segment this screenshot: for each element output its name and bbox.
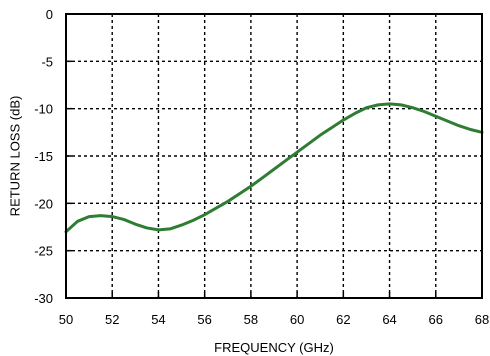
x-tick-label: 62 — [336, 312, 350, 327]
y-tick-label: -15 — [34, 149, 53, 164]
x-tick-label: 54 — [151, 312, 165, 327]
x-tick-label: 52 — [105, 312, 119, 327]
y-tick-label: -5 — [41, 54, 53, 69]
ticks — [65, 13, 483, 299]
y-tick-label: -10 — [34, 102, 53, 117]
x-tick-labels: 50 52 54 56 58 60 62 64 66 68 — [59, 312, 489, 327]
x-tick-label: 58 — [244, 312, 258, 327]
y-tick-label: -20 — [34, 196, 53, 211]
x-tick-label: 60 — [290, 312, 304, 327]
grid — [66, 14, 482, 298]
y-tick-label: -30 — [34, 291, 53, 306]
x-tick-label: 56 — [197, 312, 211, 327]
x-tick-label: 66 — [429, 312, 443, 327]
y-tick-label: -25 — [34, 244, 53, 259]
x-axis-title: FREQUENCY (GHz) — [214, 340, 334, 355]
x-tick-label: 64 — [382, 312, 396, 327]
y-tick-label: 0 — [46, 7, 53, 22]
y-tick-labels: 0 -5 -10 -15 -20 -25 -30 — [34, 7, 53, 306]
return-loss-curve — [64, 102, 484, 234]
x-tick-label: 50 — [59, 312, 73, 327]
x-tick-label: 68 — [475, 312, 489, 327]
series-layer — [64, 102, 484, 234]
y-axis-title: RETURN LOSS (dB) — [7, 96, 22, 217]
